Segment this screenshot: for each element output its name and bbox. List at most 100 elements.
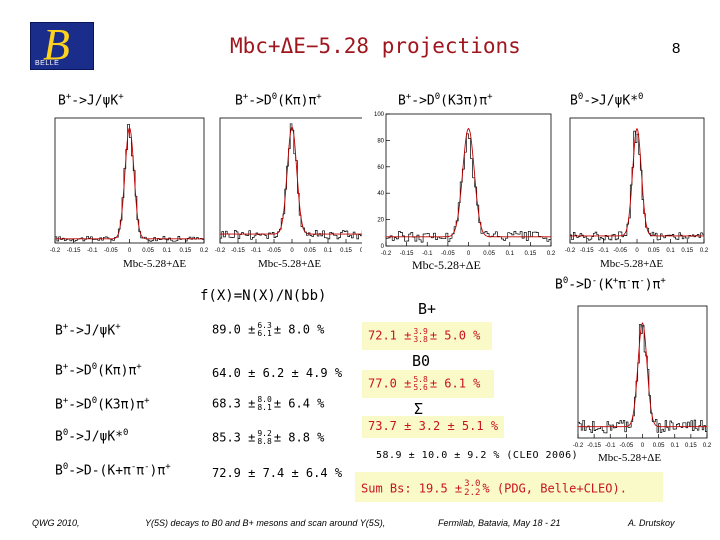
belle-logo-glyph: B [43,20,70,69]
row-value-2: 64.0 ± 6.2 ± 4.9 % [212,366,343,380]
sigma-result-box: 73.7 ± 3.2 ± 5.1 % [362,416,504,438]
b0-result: 77.0 ±5.8 5.6 ± 6.1 % [368,375,481,392]
b0-label: B0 [412,352,431,370]
channel-header-1: B+->J/ψK+ [58,92,124,109]
plot-2-xtick-label-2: -0.1 [251,248,262,254]
plot-4-xtick-label-6: 0.1 [666,248,675,254]
footer-talk-title: Y(5S) decays to B0 and B+ mesons and sca… [145,518,386,528]
plot-3-xtick-label-7: 0.15 [525,251,537,257]
plot-1-svg: -0.2 -0.15 -0.1 -0.05 0 0.05 0.1 0.15 0.2 [50,117,209,254]
plot-2-xtick-label-6: 0.1 [324,248,333,254]
plot-5-fit-curve [578,322,707,428]
row-label-2: B+->D0(Kπ)π+ [55,362,142,379]
row-value-5: 72.9 ± 7.4 ± 6.4 % [212,466,343,480]
plot-5-xtick-label-7: 0.15 [685,443,697,449]
belle-logo-text: BELLE [35,60,60,67]
sigma-result: 73.7 ± 3.2 ± 5.1 % [368,419,499,433]
plot-1-xlabel: Mbc-5.28+ΔE [123,258,187,270]
plot-5-xtick-label-5: 0.05 [653,443,665,449]
plot-3-ytick-label-1: 20 [377,218,384,224]
row-value-3: 68.3 ±8.0 8.1 ± 6.4 % [212,395,325,412]
plot-4-xtick-label-4: 0 [635,248,639,254]
sigma-label: Σ [414,400,424,418]
plot-4: -0.2 -0.15 -0.1 -0.05 0 0.05 0.1 0.15 0.2 Mbc-5.… [560,112,720,272]
plot-5-xtick-label-4: 0 [641,443,645,449]
plot-1-xtick-label-2: -0.1 [87,248,98,254]
plot-2-xtick-label-5: 0.05 [304,248,316,254]
plot-3-xtick-label-6: 0.1 [506,251,515,257]
plot-1-xtick-label-0: -0.2 [50,248,61,254]
plot-5-xtick-label-3: -0.05 [620,443,634,449]
plot-4-xtick-label-8: 0.2 [700,248,709,254]
channel-header-3: B+->D0(K3π)π+ [398,92,493,109]
plot-1-xtick-label-1: -0.15 [67,248,81,254]
plot-4-fit-curve [570,127,704,237]
channel-header-5: B0->D-(K+π-π-)π+ [555,276,666,293]
plot-1-xtick-label-4: 0 [128,248,132,254]
plot-5-xtick-label-0: -0.2 [573,443,584,449]
sum-bs-result: Sum Bs: 19.5 ±3.0 2.2% (PDG, Belle+CLEO). [361,479,627,498]
plot-3-xtick-label-3: -0.05 [441,251,455,257]
plot-4-xtick-label-0: -0.2 [565,248,576,254]
row-label-3: B+->D0(K3π)π+ [55,396,150,413]
row-label-5: B0->D-(K+π-π-)π+ [55,462,171,479]
plot-4-svg: -0.2 -0.15 -0.1 -0.05 0 0.05 0.1 0.15 0.2 [565,117,709,254]
plot-4-xlabel: Mbc-5.28+ΔE [600,258,664,270]
plot-3-ytick-label-0: 0 [381,244,385,250]
row-label-4: B0->J/ψK*0 [55,428,129,445]
plot-2-xtick-label-0: -0.2 [215,248,226,254]
plot-3-xtick-label-8: 0.2 [547,251,556,257]
plot-3-xtick-label-5: 0.05 [483,251,495,257]
plot-2-xlabel: Mbc-5.28+ΔE [258,258,322,270]
plot-5-xtick-label-8: 0.2 [703,443,712,449]
plot-3-ytick-label-3: 60 [377,165,384,171]
plot-2-xtick-label-1: -0.15 [231,248,245,254]
plot-5-xtick-label-2: -0.1 [605,443,616,449]
plot-1: -0.2 -0.15 -0.1 -0.05 0 0.05 0.1 0.15 0.2 Mbc-5.… [45,112,210,272]
bplus-result: 72.1 ±3.9 3.8 ± 5.0 % [368,327,481,344]
footer-author: A. Drutskoy [628,518,675,528]
plot-3-ytick-label-5: 100 [374,112,385,118]
b0-result-box: 77.0 ±5.8 5.6 ± 6.1 % [362,370,494,398]
plot-3-xtick-label-0: -0.2 [381,251,392,257]
row-value-1: 89.0 ±6.3 6.1 ± 8.0 % [212,321,325,338]
plot-1-histogram [55,123,204,242]
plot-4-xtick-label-2: -0.1 [598,248,609,254]
plot-4-xtick-label-1: -0.15 [580,248,594,254]
bplus-label: B+ [418,300,437,318]
plot-1-xtick-label-8: 0.2 [200,248,209,254]
plot-3-histogram [386,133,551,243]
plot-3-xtick-label-1: -0.15 [400,251,414,257]
plot-3-svg: -0.2 -0.15 -0.1 -0.05 0 0.05 0.1 0.15 0.2 0 20 40 60… [374,112,556,257]
slide-title: Mbc+ΔE−5.28 projections [230,34,521,58]
plot-1-xtick-label-5: 0.05 [142,248,154,254]
sum-bs-box: Sum Bs: 19.5 ±3.0 2.2% (PDG, Belle+CLEO). [355,472,663,502]
page-number: 8 [672,40,681,57]
plot-2-xtick-label-7: 0.15 [340,248,352,254]
plot-3-fit-curve [386,127,551,238]
plot-4-xtick-label-5: 0.05 [648,248,660,254]
plot-5: -0.2 -0.15 -0.1 -0.05 0 0.05 0.1 0.15 0.2 Mbc-5.… [568,300,718,468]
belle-logo: B BELLE [30,20,94,70]
plot-4-xtick-label-3: -0.05 [613,248,627,254]
channel-header-4: B0->J/ψK*0 [570,92,644,109]
plot-3-ytick-label-4: 80 [377,138,384,144]
plot-5-svg: -0.2 -0.15 -0.1 -0.05 0 0.05 0.1 0.15 0.2 [573,305,712,449]
plot-2-histogram [220,123,364,240]
row-label-1: B+->J/ψK+ [55,322,121,339]
plot-3: -0.2 -0.15 -0.1 -0.05 0 0.05 0.1 0.15 0.2 0 20 40 60… [362,108,557,276]
footer-conference: QWG 2010, [32,518,80,528]
plot-5-histogram [578,324,707,434]
footer-venue: Fermilab, Batavia, May 18 - 21 [438,518,561,528]
plot-1-xtick-label-3: -0.05 [104,248,118,254]
plot-4-xtick-label-7: 0.15 [681,248,693,254]
plot-1-xtick-label-7: 0.15 [180,248,192,254]
plot-2-fit-curve [220,125,364,235]
cleo-result: 58.9 ± 10.0 ± 9.2 % (CLEO 2006) [376,450,579,461]
plot-3-xtick-label-2: -0.1 [422,251,433,257]
plot-5-xlabel: Mbc-5.28+ΔE [598,452,662,464]
bplus-result-box: 72.1 ±3.9 3.8 ± 5.0 % [362,322,492,350]
plot-3-xtick-label-4: 0 [467,251,471,257]
